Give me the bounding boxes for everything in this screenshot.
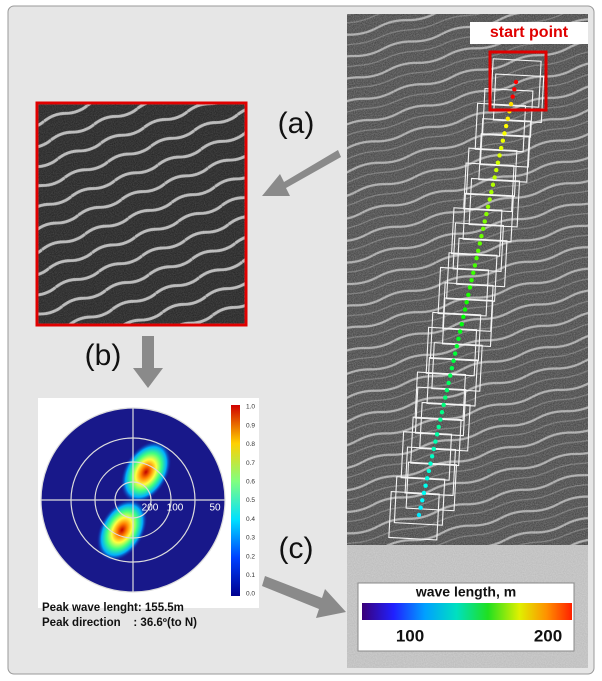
trail-dot: [427, 469, 431, 473]
colorbar-title: wave length, m: [415, 584, 516, 600]
trail-dot: [509, 102, 513, 106]
trail-dot: [487, 197, 491, 201]
panel-label: A: [52, 403, 62, 419]
trail-dot: [461, 315, 465, 319]
trail-dot: [492, 175, 496, 179]
trail-dot: [428, 461, 432, 465]
trail-dot: [504, 124, 508, 128]
trail-dot: [476, 249, 480, 253]
trail-dot: [440, 410, 444, 414]
trail-dot: [481, 227, 485, 231]
trail-dot: [471, 271, 475, 275]
colorbar-tick-label: 0.4: [246, 516, 255, 523]
colorbar-tick-label: 0.8: [246, 441, 255, 448]
trail-dot: [448, 373, 452, 377]
trail-dot: [445, 388, 449, 392]
trail-dot: [514, 80, 518, 84]
trail-dot: [446, 381, 450, 385]
trail-dot: [450, 366, 454, 370]
trail-dot: [502, 131, 506, 135]
label-a: (a): [278, 107, 315, 140]
colorbar-tick-label: 0.3: [246, 535, 255, 542]
trail-dot: [466, 293, 470, 297]
colorbar-tick-label: 0.0: [246, 591, 255, 598]
trail-dot: [479, 234, 483, 238]
trail-dot: [463, 307, 467, 311]
colorbar-tick-label: 0.9: [246, 422, 255, 429]
peak-direction: Peak direction : 36.6º(to N): [42, 617, 197, 629]
trail-dot: [491, 183, 495, 187]
trail-dot: [506, 116, 510, 120]
trail-dot: [422, 491, 426, 495]
trail-dot: [478, 241, 482, 245]
trail-dot: [438, 417, 442, 421]
colorbar-tick: 100: [396, 626, 424, 645]
figure: start point wave length, m 100 200 (a) (…: [0, 0, 602, 681]
trail-dot: [512, 87, 516, 91]
trail-dot: [456, 337, 460, 341]
trail-dot: [468, 285, 472, 289]
trail-dot: [473, 263, 477, 267]
trail-dot: [474, 256, 478, 260]
trail-dot: [425, 476, 429, 480]
start-label: start point: [490, 24, 569, 41]
trail-dot: [420, 498, 424, 502]
trail-dot: [433, 439, 437, 443]
trail-dot: [435, 432, 439, 436]
label-b: (b): [85, 339, 122, 372]
trail-dot: [458, 329, 462, 333]
ring-label: 50: [209, 503, 221, 514]
colorbar-tick-label: 0.6: [246, 479, 255, 486]
trail-dot: [455, 344, 459, 348]
trail-dot: [501, 139, 505, 143]
trail-dot: [486, 205, 490, 209]
trail-dot: [437, 425, 441, 429]
trail-dot: [484, 212, 488, 216]
trail-dot: [460, 322, 464, 326]
trail-dot: [430, 454, 434, 458]
ring-label: 200: [142, 503, 159, 514]
image-noise: [347, 14, 588, 668]
trail-dot: [483, 219, 487, 223]
colorbar-tick-label: 0.5: [246, 497, 255, 504]
crop-noise: [38, 104, 245, 324]
ring-label: 100: [167, 503, 184, 514]
wavelength-gradient: [362, 603, 572, 620]
colorbar-tick-label: 0.1: [246, 572, 255, 579]
trail-dot: [499, 146, 503, 150]
colorbar-tick: 200: [534, 626, 562, 645]
colorbar-tick-label: 1.0: [246, 404, 255, 411]
label-c: (c): [279, 532, 314, 565]
trail-dot: [443, 395, 447, 399]
peak-wavelength: Peak wave lenght: 155.5m: [42, 602, 184, 614]
trail-dot: [511, 94, 515, 98]
trail-dot: [494, 168, 498, 172]
trail-dot: [497, 153, 501, 157]
trail-dot: [489, 190, 493, 194]
trail-dot: [418, 505, 422, 509]
trail-dot: [441, 403, 445, 407]
trail-dot: [417, 513, 421, 517]
trail-dot: [451, 359, 455, 363]
trail-dot: [496, 161, 500, 165]
colorbar-tick-label: 0.7: [246, 460, 255, 467]
colorbar-tick-label: 0.2: [246, 553, 255, 560]
trail-dot: [432, 447, 436, 451]
trail-dot: [453, 351, 457, 355]
trail-dot: [469, 278, 473, 282]
trail-dot: [423, 483, 427, 487]
trail-dot: [464, 300, 468, 304]
spectrum-colorbar: [231, 405, 240, 596]
